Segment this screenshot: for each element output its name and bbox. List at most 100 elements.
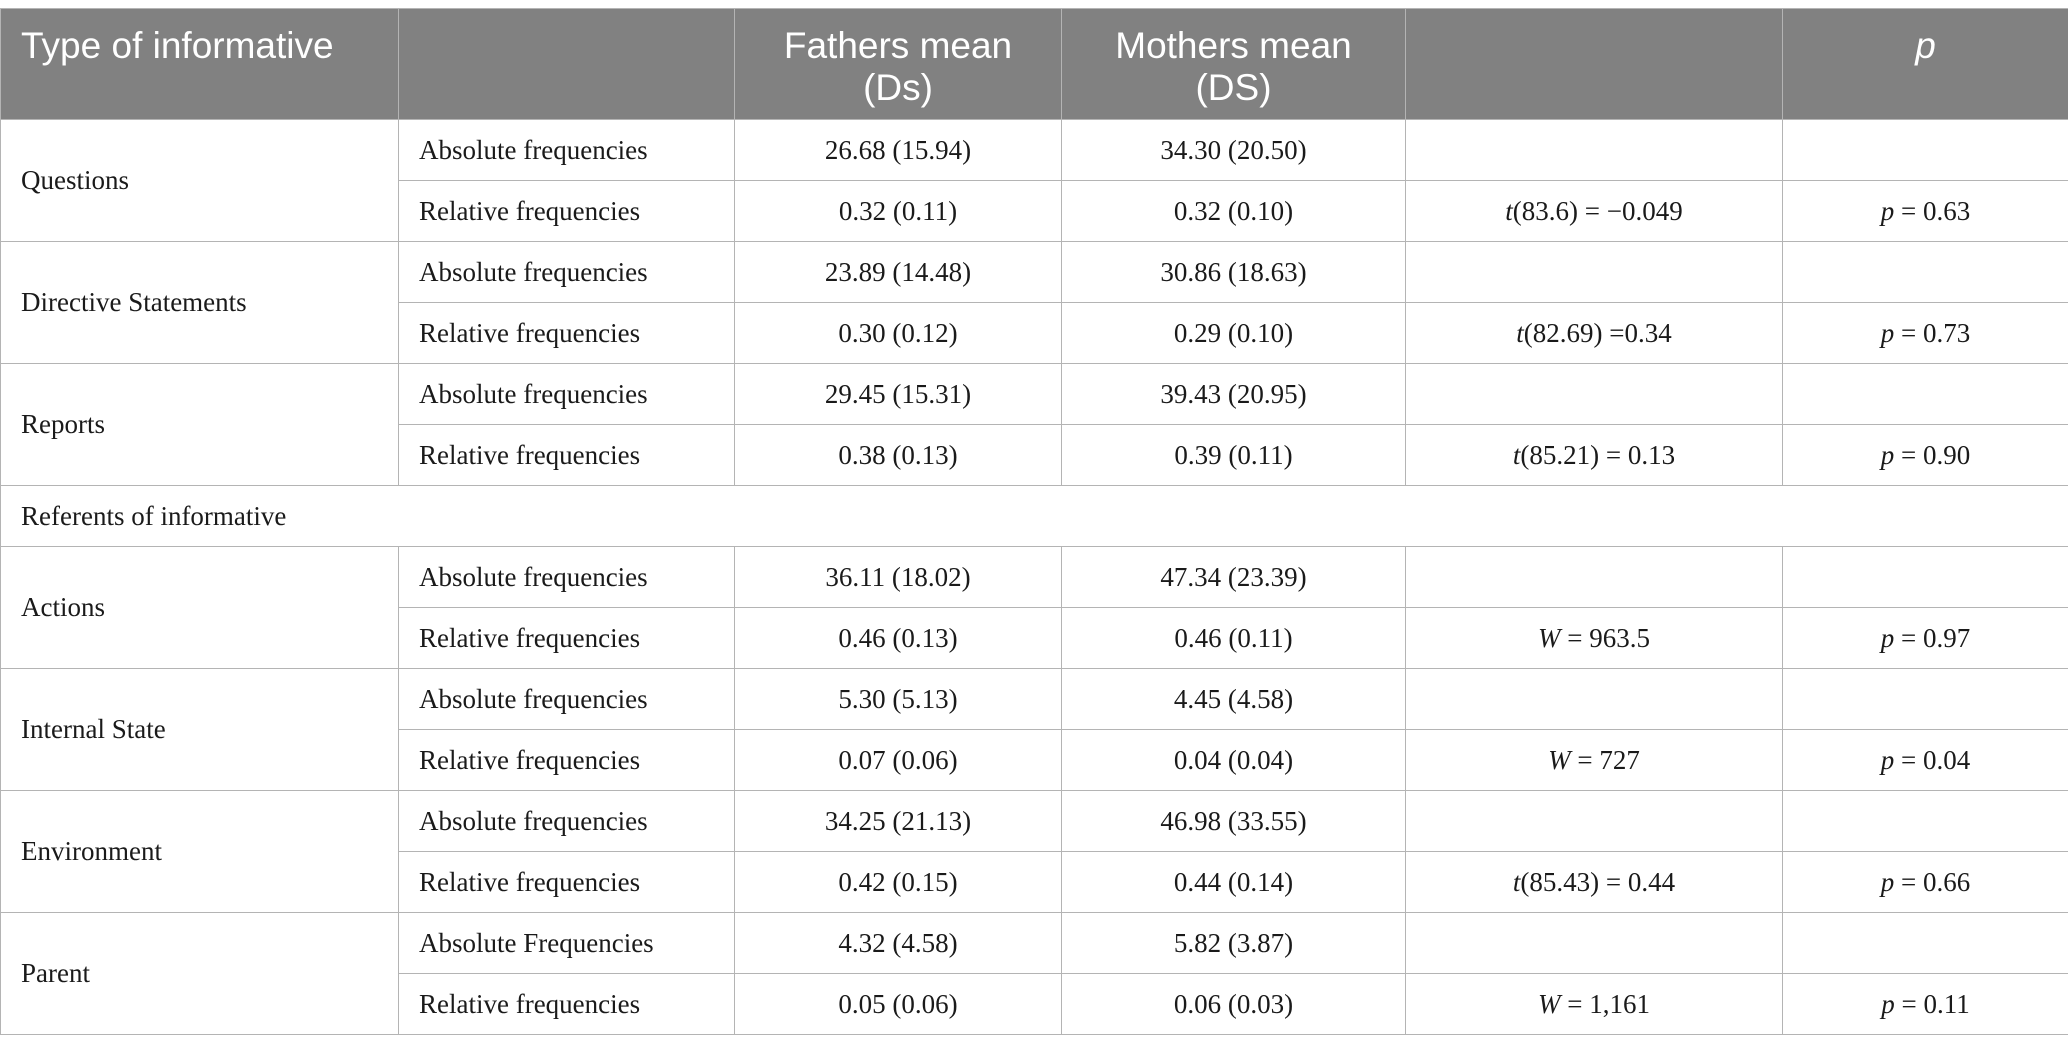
p-symbol: p bbox=[1881, 988, 1895, 1019]
mothers-mean-cell: 5.82 (3.87) bbox=[1061, 912, 1406, 974]
p-cell: p = 0.66 bbox=[1782, 851, 2068, 913]
mothers-mean-cell: 0.46 (0.11) bbox=[1061, 607, 1406, 669]
p-cell bbox=[1782, 912, 2068, 974]
test-cell bbox=[1405, 241, 1783, 303]
table-row: Reports Absolute frequencies 29.45 (15.31)… bbox=[0, 363, 2068, 486]
fathers-mean-cell: 23.89 (14.48) bbox=[734, 241, 1062, 303]
table-row: Internal State Absolute frequencies 5.30 (… bbox=[0, 668, 2068, 791]
mothers-mean-cell: 4.45 (4.58) bbox=[1061, 668, 1406, 730]
test-cell bbox=[1405, 668, 1783, 730]
fathers-mean-cell: 0.42 (0.15) bbox=[734, 851, 1062, 913]
test-statistic-symbol: t bbox=[1512, 439, 1521, 470]
p-cell: p = 0.04 bbox=[1782, 729, 2068, 791]
table-row: Actions Absolute frequencies 36.11 (18.02)… bbox=[0, 546, 2068, 669]
test-cell: W = 727 bbox=[1405, 729, 1783, 791]
table-row: Directive Statements Absolute frequencies… bbox=[0, 241, 2068, 364]
fathers-mean-cell: 5.30 (5.13) bbox=[734, 668, 1062, 730]
category-cell: Environment bbox=[0, 790, 399, 913]
p-cell bbox=[1782, 546, 2068, 608]
test-statistic-symbol: W bbox=[1538, 622, 1561, 653]
p-value: = 0.11 bbox=[1894, 988, 1970, 1019]
test-value: = 1,161 bbox=[1560, 988, 1650, 1019]
p-cell bbox=[1782, 119, 2068, 181]
p-symbol: p bbox=[1880, 622, 1895, 653]
test-df: (85.43) bbox=[1520, 866, 1600, 897]
header-p-value: p bbox=[1782, 8, 2068, 120]
measure-label: Relative frequencies bbox=[398, 180, 735, 242]
header-test-statistic bbox=[1405, 8, 1783, 120]
mothers-mean-cell: 0.29 (0.10) bbox=[1061, 302, 1406, 364]
p-cell bbox=[1782, 241, 2068, 303]
fathers-mean-cell: 0.46 (0.13) bbox=[734, 607, 1062, 669]
test-cell: W = 1,161 bbox=[1405, 973, 1783, 1035]
test-value: = 963.5 bbox=[1560, 622, 1650, 653]
measure-label: Relative frequencies bbox=[398, 424, 735, 486]
p-value: = 0.66 bbox=[1894, 866, 1971, 897]
test-value: = 0.44 bbox=[1599, 866, 1676, 897]
measure-label: Absolute frequencies bbox=[398, 119, 735, 181]
test-cell: t(83.6) = −0.049 bbox=[1405, 180, 1783, 242]
mothers-mean-cell: 0.04 (0.04) bbox=[1061, 729, 1406, 791]
fathers-mean-cell: 29.45 (15.31) bbox=[734, 363, 1062, 425]
mothers-mean-cell: 0.39 (0.11) bbox=[1061, 424, 1406, 486]
p-cell: p = 0.90 bbox=[1782, 424, 2068, 486]
test-statistic-symbol: t bbox=[1516, 317, 1524, 348]
p-cell: p = 0.97 bbox=[1782, 607, 2068, 669]
p-symbol: p bbox=[1880, 195, 1895, 226]
section-row: Referents of informative bbox=[0, 485, 2068, 547]
p-symbol: p bbox=[1880, 317, 1895, 348]
test-statistic-symbol: t bbox=[1512, 866, 1521, 897]
measure-label: Relative frequencies bbox=[398, 973, 735, 1035]
mothers-mean-cell: 0.44 (0.14) bbox=[1061, 851, 1406, 913]
p-value: = 0.73 bbox=[1894, 317, 1971, 348]
measure-label: Relative frequencies bbox=[398, 607, 735, 669]
test-cell bbox=[1405, 912, 1783, 974]
fathers-mean-cell: 26.68 (15.94) bbox=[734, 119, 1062, 181]
section-label: Referents of informative bbox=[0, 485, 2068, 547]
fathers-mean-cell: 0.32 (0.11) bbox=[734, 180, 1062, 242]
measure-label: Absolute frequencies bbox=[398, 241, 735, 303]
p-value: = 0.04 bbox=[1894, 744, 1971, 775]
p-cell bbox=[1782, 363, 2068, 425]
table-row: Questions Absolute frequencies 26.68 (15.9… bbox=[0, 119, 2068, 242]
measure-label: Absolute Frequencies bbox=[398, 912, 735, 974]
mothers-mean-cell: 46.98 (33.55) bbox=[1061, 790, 1406, 852]
measure-label: Relative frequencies bbox=[398, 729, 735, 791]
test-df: (83.6) bbox=[1512, 195, 1579, 226]
mothers-mean-cell: 39.43 (20.95) bbox=[1061, 363, 1406, 425]
table-row: Relative frequencies 0.05 (0.06) 0.06 (0.0… bbox=[1, 973, 2068, 1035]
p-value: = 0.97 bbox=[1894, 622, 1971, 653]
table-row: Environment Absolute frequencies 34.25 (21… bbox=[0, 790, 2068, 913]
mothers-mean-cell: 0.32 (0.10) bbox=[1061, 180, 1406, 242]
test-cell bbox=[1405, 546, 1783, 608]
p-value: = 0.90 bbox=[1894, 439, 1971, 470]
test-df: (85.21) bbox=[1520, 439, 1600, 470]
category-cell: Directive Statements bbox=[0, 241, 399, 364]
p-cell: p = 0.73 bbox=[1782, 302, 2068, 364]
mothers-mean-cell: 34.30 (20.50) bbox=[1061, 119, 1406, 181]
measure-label: Absolute frequencies bbox=[398, 668, 735, 730]
fathers-mean-cell: 0.30 (0.12) bbox=[734, 302, 1062, 364]
mothers-mean-cell: 47.34 (23.39) bbox=[1061, 546, 1406, 608]
test-statistic-symbol: t bbox=[1505, 195, 1513, 226]
category-cell: Reports bbox=[0, 363, 399, 486]
mothers-mean-cell: 30.86 (18.63) bbox=[1061, 241, 1406, 303]
table-row: Relative frequencies 0.07 (0.06) 0.04 (0.0… bbox=[1, 729, 2068, 791]
test-cell bbox=[1405, 790, 1783, 852]
test-value: = 0.13 bbox=[1599, 439, 1676, 470]
mothers-mean-cell: 0.06 (0.03) bbox=[1061, 973, 1406, 1035]
header-mothers-mean: Mothers mean (DS) bbox=[1061, 8, 1406, 120]
test-value: = 727 bbox=[1570, 744, 1640, 775]
p-cell bbox=[1782, 668, 2068, 730]
measure-label: Relative frequencies bbox=[398, 302, 735, 364]
test-statistic-symbol: W bbox=[1538, 988, 1561, 1019]
test-cell: t(82.69) =0.34 bbox=[1405, 302, 1783, 364]
test-cell: t(85.21) = 0.13 bbox=[1405, 424, 1783, 486]
header-fathers-mean: Fathers mean (Ds) bbox=[734, 8, 1062, 120]
test-df: (82.69) bbox=[1523, 317, 1603, 348]
table-row: Relative frequencies 0.38 (0.13) 0.39 (0.1… bbox=[1, 424, 2068, 486]
fathers-mean-cell: 36.11 (18.02) bbox=[734, 546, 1062, 608]
category-cell: Actions bbox=[0, 546, 399, 669]
p-cell: p = 0.11 bbox=[1782, 973, 2068, 1035]
p-value: = 0.63 bbox=[1894, 195, 1971, 226]
